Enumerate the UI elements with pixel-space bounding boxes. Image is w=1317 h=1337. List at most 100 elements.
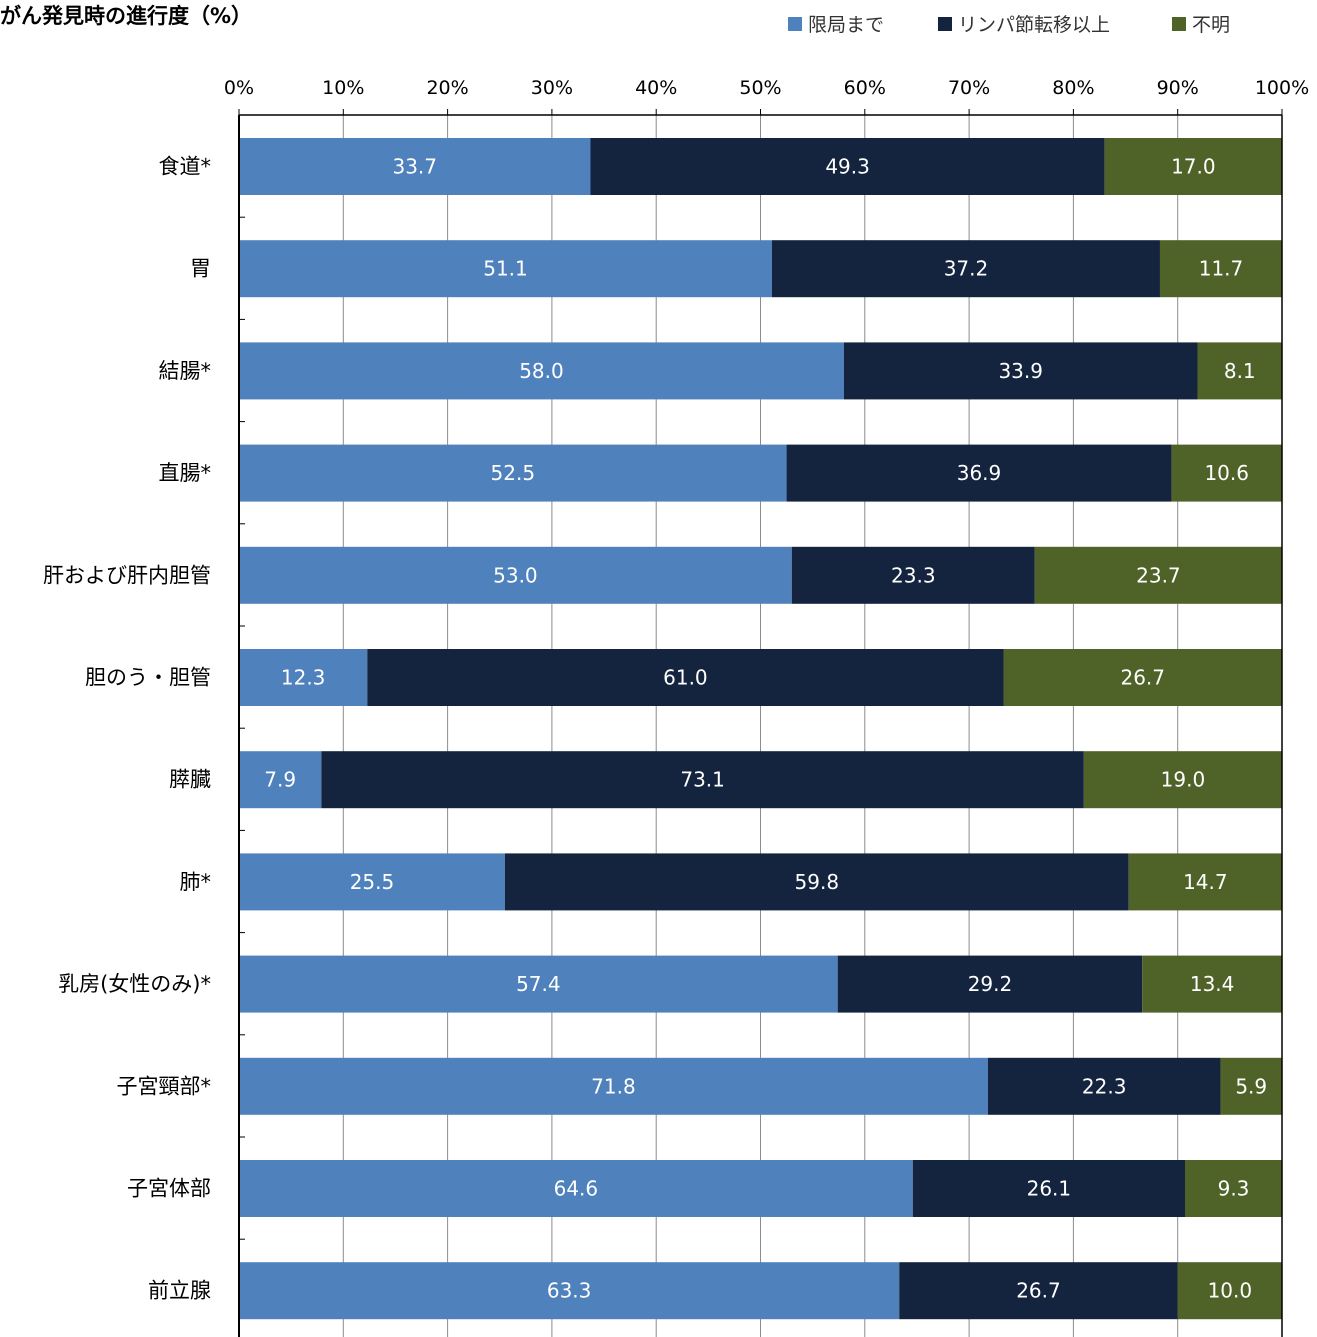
legend-item: 不明 — [1172, 10, 1230, 37]
category-label: 肝および肝内胆管 — [43, 563, 211, 587]
bar-segment — [1003, 649, 1282, 706]
category-label: 肺* — [180, 870, 212, 894]
data-label: 7.9 — [264, 768, 296, 792]
bar-segment — [899, 1262, 1178, 1320]
legend-swatch — [1172, 16, 1186, 31]
x-tick-label: 20% — [426, 77, 468, 99]
x-tick-label: 30% — [531, 77, 573, 99]
data-label: 14.7 — [1183, 870, 1228, 894]
bar-segment — [1034, 546, 1282, 604]
data-label: 5.9 — [1235, 1074, 1267, 1098]
data-label: 64.6 — [554, 1177, 599, 1201]
bar-segment — [239, 649, 368, 706]
data-label: 26.7 — [1016, 1279, 1061, 1303]
gridlines — [342, 115, 1283, 1337]
bar-segment — [239, 751, 322, 809]
data-label: 11.7 — [1199, 257, 1244, 281]
legend-swatch — [938, 16, 952, 31]
category-label: 食道* — [159, 155, 212, 179]
data-label: 63.3 — [547, 1279, 592, 1303]
legend-label: 限局まで — [808, 14, 885, 36]
bar-segment — [1128, 853, 1282, 911]
data-label: 19.0 — [1161, 768, 1206, 792]
bar-segment — [239, 444, 787, 502]
x-tick-label: 10% — [322, 77, 364, 99]
bar-segment — [321, 751, 1084, 809]
x-tick-label: 0% — [224, 77, 254, 99]
data-label: 22.3 — [1082, 1074, 1127, 1098]
data-label: 71.8 — [591, 1074, 636, 1098]
bar-segment — [239, 546, 792, 604]
bar-segment — [1142, 955, 1282, 1013]
chart-title: がん発見時の進行度（%） — [0, 4, 253, 28]
category-label: 前立腺 — [148, 1279, 211, 1303]
bar-segment — [239, 240, 772, 298]
bar-segment — [1177, 1262, 1282, 1320]
bar-segment — [239, 1057, 988, 1115]
bar-segment — [791, 546, 1035, 604]
bar-segment — [912, 1160, 1186, 1217]
x-tick-label: 70% — [948, 77, 990, 99]
data-label: 8.1 — [1224, 359, 1256, 383]
data-label: 26.1 — [1027, 1177, 1072, 1201]
bar-segment — [239, 1262, 900, 1320]
data-label: 12.3 — [281, 666, 326, 690]
axes — [238, 109, 1283, 1337]
data-label: 23.3 — [891, 563, 936, 587]
legend-label: 不明 — [1192, 14, 1231, 36]
bar-segment — [987, 1057, 1221, 1115]
data-label: 52.5 — [491, 461, 536, 485]
bar-segment — [239, 955, 838, 1013]
x-tick-label: 100% — [1255, 77, 1309, 99]
category-label: 子宮体部 — [127, 1177, 211, 1201]
data-label: 57.4 — [516, 972, 561, 996]
category-label: 結腸* — [159, 359, 212, 383]
legend-item: リンパ節転移以上 — [938, 10, 1110, 37]
data-label: 17.0 — [1171, 155, 1216, 179]
bar-segment — [786, 444, 1172, 502]
data-label: 51.1 — [483, 257, 528, 281]
data-label: 10.0 — [1208, 1279, 1253, 1303]
bar-segment — [1083, 751, 1282, 809]
category-label: 子宮頸部* — [117, 1074, 212, 1098]
data-label: 13.4 — [1190, 972, 1235, 996]
bar-segment — [843, 342, 1198, 400]
data-label: 37.2 — [944, 257, 989, 281]
bar-segment — [1171, 444, 1282, 502]
x-tick-label: 60% — [844, 77, 886, 99]
data-label: 49.3 — [825, 155, 870, 179]
x-tick-label: 90% — [1157, 77, 1199, 99]
bar-segment — [771, 240, 1160, 298]
data-label: 58.0 — [519, 359, 564, 383]
bar-segment — [239, 342, 844, 400]
data-label: 53.0 — [493, 563, 538, 587]
legend-label: リンパ節転移以上 — [958, 14, 1111, 36]
data-label: 26.7 — [1120, 666, 1165, 690]
bar-segment — [590, 138, 1105, 195]
data-label: 29.2 — [968, 972, 1013, 996]
data-label: 9.3 — [1218, 1177, 1250, 1201]
x-tick-label: 40% — [635, 77, 677, 99]
bar-segment — [367, 649, 1004, 706]
category-label: 直腸* — [159, 461, 212, 485]
data-label: 73.1 — [680, 768, 725, 792]
bar-segment — [1104, 138, 1282, 195]
data-label: 10.6 — [1204, 461, 1249, 485]
data-label: 33.9 — [998, 359, 1043, 383]
bar-segment — [1185, 1160, 1282, 1217]
legend-item: 限局まで — [788, 10, 884, 37]
data-label: 25.5 — [350, 870, 395, 894]
x-tick-label: 50% — [739, 77, 781, 99]
x-axis-ticks: 0% 10% 20% 30% 40% 50% 60% 70% 80% 90% 100% — [224, 77, 1309, 99]
bars: 33.7 49.3 17.0 51.1 37.2 11.7 58.0 33.9 8.1 52.5 3… — [239, 138, 1282, 1320]
bar-segment — [1159, 240, 1282, 298]
category-label: 膵臓 — [169, 768, 211, 792]
bar-segment — [239, 138, 591, 195]
category-label: 胆のう・胆管 — [85, 666, 211, 690]
data-label: 59.8 — [795, 870, 840, 894]
bar-segment — [239, 1160, 913, 1217]
bar-segment — [504, 853, 1129, 911]
category-label: 胃 — [190, 257, 211, 281]
